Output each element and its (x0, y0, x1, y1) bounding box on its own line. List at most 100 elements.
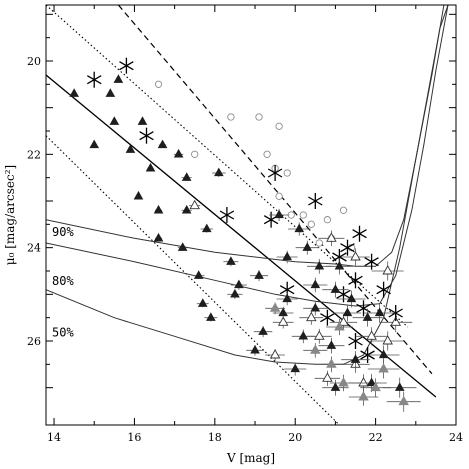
dotted-lower-line (46, 135, 340, 425)
asterisk-stroke (279, 285, 295, 295)
filled-triangle-point (394, 382, 405, 391)
y-tick-label: 26 (27, 335, 41, 348)
open-circle-point (315, 239, 323, 247)
filled-triangle-point (201, 223, 212, 233)
filled-triangle-point (378, 349, 389, 359)
open-circle-point (299, 211, 307, 219)
x-tick-label: 18 (208, 431, 222, 444)
filled-triangle-point (334, 260, 345, 270)
plot-frame (45, 4, 457, 426)
asterisk-stroke (219, 210, 235, 220)
filled-triangle-point (294, 223, 305, 233)
gray-triangle-point (269, 302, 281, 312)
gray-triangle-point (370, 381, 381, 392)
open-circle-point (275, 122, 283, 130)
y-tick-label: 22 (27, 148, 41, 161)
asterisk-stroke (308, 196, 323, 206)
open-circle-point (283, 169, 291, 177)
filled-triangle-point (153, 204, 164, 214)
filled-triangle-point (314, 260, 325, 270)
dotted-upper-line (46, 5, 409, 328)
open-triangle-point (269, 349, 281, 359)
series-open-circle (154, 80, 356, 252)
asterisk-stroke (348, 336, 363, 346)
filled-triangle-point (230, 288, 240, 298)
x-tick-label: 22 (369, 431, 383, 444)
gray-triangle-point (334, 321, 345, 331)
completeness-label: 90% (52, 225, 74, 239)
axis-ticks: 14 16 18 20 22 24 20 22 24 26 (27, 5, 463, 444)
open-circle-point (154, 80, 163, 88)
series-filled-triangle (69, 74, 417, 398)
filled-triangle-point (342, 307, 353, 317)
open-circle-point (307, 220, 315, 228)
gray-triangle-point (398, 395, 409, 406)
filled-triangle-point (181, 204, 192, 214)
model-lines (46, 5, 449, 425)
filled-triangle-point (145, 162, 156, 172)
gray-triangle-point (310, 344, 321, 354)
asterisk-stroke (340, 243, 355, 253)
filled-triangle-point (282, 293, 292, 303)
filled-triangle-point (374, 307, 385, 317)
filled-triangle-point (113, 74, 124, 83)
filled-triangle-point (226, 256, 236, 265)
series-gray-triangle (265, 302, 421, 412)
open-triangle-point (314, 330, 325, 340)
filled-triangle-point (181, 172, 192, 181)
asterisk-stroke (86, 75, 102, 85)
filled-triangle-point (250, 344, 260, 354)
gray-triangle-point (326, 358, 337, 368)
filled-triangle-point (137, 116, 148, 125)
filled-triangle-point (197, 298, 208, 307)
open-circle-point (255, 113, 263, 121)
filled-triangle-point (214, 167, 224, 177)
filled-triangle-point (206, 312, 216, 321)
filled-triangle-point (105, 88, 116, 97)
data-marks (69, 57, 421, 412)
filled-triangle-point (133, 190, 144, 200)
open-triangle-point (382, 335, 393, 345)
filled-triangle-point (310, 279, 321, 289)
filled-triangle-point (362, 312, 373, 321)
filled-triangle-point (282, 251, 292, 261)
asterisk-stroke (332, 252, 347, 262)
asterisk-stroke (388, 308, 403, 318)
filled-triangle-point (274, 209, 284, 219)
asterisk-stroke (263, 215, 279, 225)
open-circle-point (227, 113, 235, 121)
filled-triangle-point (366, 377, 377, 387)
solid-fit-line (46, 74, 437, 398)
open-triangle-point (189, 199, 200, 210)
filled-triangle-point (125, 144, 136, 153)
asterisk-stroke (376, 285, 391, 295)
filled-triangle-point (346, 293, 357, 303)
completeness-label: 50% (52, 325, 74, 339)
x-tick-label: 16 (127, 431, 141, 444)
filled-triangle-point (298, 330, 309, 340)
open-triangle-point (338, 316, 349, 326)
completeness-label: 80% (52, 274, 74, 288)
filled-triangle-point (278, 307, 288, 317)
open-triangle-point (277, 316, 289, 326)
asterisk-stroke (139, 131, 154, 141)
asterisk-stroke (348, 275, 363, 285)
filled-triangle-point (69, 88, 79, 97)
filled-triangle-point (254, 270, 264, 279)
filled-triangle-point (177, 242, 188, 251)
open-triangle-point (366, 330, 377, 340)
filled-triangle-point (350, 354, 361, 363)
x-tick-label: 24 (449, 431, 463, 444)
y-tick-label: 20 (27, 55, 41, 68)
x-axis-label: V [mag] (226, 451, 275, 465)
open-triangle-point (358, 377, 369, 387)
filled-triangle-point (330, 284, 341, 293)
open-circle-point (275, 192, 283, 200)
asterisk-stroke (356, 303, 371, 313)
open-circle-point (323, 216, 332, 224)
filled-triangle-point (153, 232, 164, 242)
filled-triangle-point (193, 270, 204, 279)
x-tick-label: 20 (288, 431, 302, 444)
